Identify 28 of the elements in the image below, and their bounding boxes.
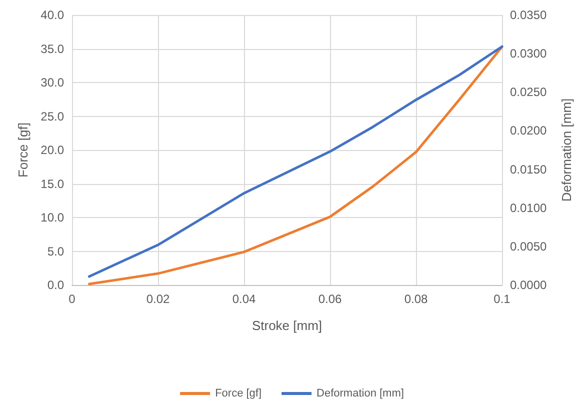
y-tick-label: 15.0 [40,176,64,191]
x-tick-label: 0.1 [494,292,511,306]
y2-tick-label: 0.0000 [510,278,548,292]
y2-tick-label: 0.0300 [510,46,548,61]
y-tick-label: 10.0 [40,210,64,224]
x-tick-label: 0.08 [404,292,428,306]
legend-label: Deformation [mm] [316,388,404,400]
y2-tick-label: 0.0350 [510,8,548,22]
x-tick-label: 0 [68,292,76,306]
legend-label: Force [gf] [215,388,262,400]
y-tick-label: 30.0 [40,76,64,90]
y-tick-label: 0.0 [47,278,64,292]
y2-tick-label: 0.0150 [510,162,548,176]
y2-tick-label: 0.0100 [510,200,548,215]
x-tick-label: 0.02 [146,292,170,306]
y2-axis-title: Deformation [mm] [559,98,574,202]
y2-tick-label: 0.0200 [510,124,548,138]
y2-tick-label: 0.0050 [510,239,548,254]
y-tick-label: 40.0 [40,8,64,22]
y-tick-label: 35.0 [40,42,64,56]
y2-tick-label: 0.0250 [510,85,548,100]
y-tick-label: 20.0 [40,143,64,157]
x-tick-label: 0.04 [232,292,256,306]
y-tick-label: 25.0 [40,109,64,124]
y-tick-label: 5.0 [47,244,64,258]
x-axis-title: Stroke [mm] [252,318,322,333]
y-axis-title: Force [gf] [16,122,31,178]
x-tick-label: 0.06 [318,292,342,306]
